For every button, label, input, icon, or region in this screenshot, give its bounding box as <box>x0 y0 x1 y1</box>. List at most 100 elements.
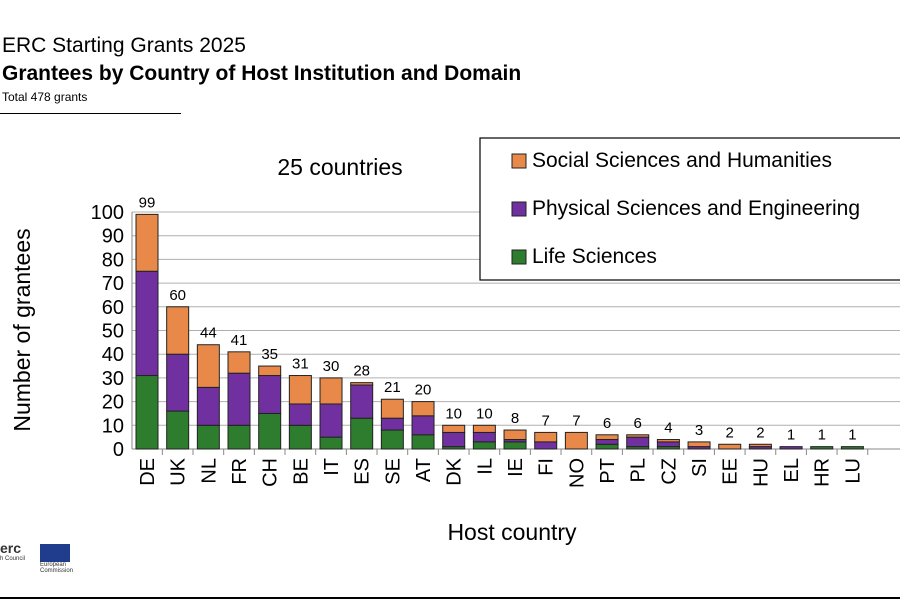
data-label: 8 <box>511 410 519 427</box>
legend-swatch <box>511 201 527 217</box>
bar-segment <box>810 446 834 450</box>
data-label: 7 <box>542 412 550 429</box>
bar-segment <box>534 441 558 450</box>
bar-segment <box>503 441 527 450</box>
legend-swatch <box>511 153 527 169</box>
bar-segment <box>288 424 312 450</box>
data-label: 10 <box>445 405 462 422</box>
bar-segment <box>411 401 435 417</box>
x-tick-label: NL <box>198 458 220 484</box>
y-tick-label: 40 <box>102 344 124 366</box>
y-tick-label: 30 <box>102 368 124 390</box>
x-tick-label: CZ <box>658 458 680 485</box>
x-tick-label: SE <box>382 458 404 485</box>
bar-segment <box>135 270 159 377</box>
bar-segment <box>503 429 527 441</box>
data-label: 2 <box>726 424 734 441</box>
bar-segment <box>288 403 312 426</box>
data-label: 28 <box>353 363 370 380</box>
ec-logo: European Commission <box>32 544 98 574</box>
bar-segment <box>380 417 404 431</box>
bar-segment <box>196 344 220 388</box>
bar-segment <box>166 353 190 412</box>
bar-segment <box>564 431 588 450</box>
bar-segment <box>595 434 619 441</box>
x-tick-label: PT <box>597 458 619 484</box>
x-tick-label: AT <box>413 458 435 482</box>
data-label: 31 <box>292 356 309 373</box>
y-tick-label: 0 <box>113 439 124 461</box>
x-tick-label: FR <box>229 458 251 485</box>
data-label: 1 <box>787 427 795 444</box>
eu-flag-icon <box>40 544 70 562</box>
data-label: 99 <box>139 194 156 211</box>
bar-segment <box>748 443 772 448</box>
footer-rule <box>0 597 900 599</box>
x-tick-label: IE <box>505 458 527 477</box>
bar-segment <box>442 431 466 448</box>
y-tick-label: 90 <box>102 226 124 248</box>
bar-segment <box>380 429 404 450</box>
legend-label: Social Sciences and Humanities <box>532 149 832 172</box>
bar-segment <box>442 424 466 433</box>
bar-segment <box>135 213 159 272</box>
data-label: 10 <box>476 405 493 422</box>
bar-segment <box>472 424 496 433</box>
bar-segment <box>350 382 374 386</box>
x-axis-title: Host country <box>447 519 577 545</box>
bar-segment <box>258 375 282 414</box>
x-tick-label: PL <box>628 458 650 482</box>
data-label: 60 <box>169 287 186 304</box>
y-tick-label: 80 <box>102 249 124 271</box>
bar-segment <box>166 306 190 355</box>
bar-segment <box>656 439 680 443</box>
bar-segment <box>626 434 650 438</box>
legend-box <box>479 137 900 281</box>
annotation: 25 countries <box>277 154 402 180</box>
bar-segment <box>626 436 650 448</box>
bar-segment <box>227 372 251 426</box>
y-tick-label: 20 <box>102 392 124 414</box>
x-tick-label: FI <box>536 458 558 476</box>
data-label: 44 <box>200 325 217 342</box>
bar-segment <box>196 424 220 450</box>
y-tick-label: 50 <box>102 321 124 343</box>
y-tick-label: 100 <box>91 202 124 224</box>
y-tick-label: 10 <box>102 415 124 437</box>
data-label: 1 <box>818 427 826 444</box>
x-tick-label: UK <box>168 457 190 485</box>
bar-segment <box>840 446 864 450</box>
bar-segment <box>288 375 312 405</box>
erc-logo: erc h Council <box>0 540 26 562</box>
data-label: 41 <box>231 332 248 349</box>
x-tick-label: HU <box>750 458 772 487</box>
x-tick-label: EE <box>720 458 742 485</box>
bar-segment <box>411 415 435 436</box>
subtitle: Total 478 grants <box>2 90 88 104</box>
data-label: 2 <box>756 424 764 441</box>
bar-segment <box>319 436 343 450</box>
data-label: 21 <box>384 379 401 396</box>
data-label: 30 <box>323 358 340 375</box>
x-tick-label: IL <box>474 458 496 475</box>
legend-swatch <box>511 249 527 265</box>
x-tick-label: NO <box>566 458 588 488</box>
bar-segment <box>656 441 680 448</box>
x-tick-label: HR <box>812 458 834 487</box>
bar-segment <box>258 412 282 450</box>
bar-segment <box>718 443 742 450</box>
bar-segment <box>196 386 220 426</box>
bar-segment <box>595 443 619 450</box>
legend-label: Physical Sciences and Engineering <box>532 197 860 220</box>
bar-segment <box>380 398 404 419</box>
data-label: 7 <box>572 412 580 429</box>
x-tick-label: EL <box>781 458 803 482</box>
title-line1: ERC Starting Grants 2025 <box>2 34 246 57</box>
data-label: 4 <box>664 420 672 437</box>
bar-segment <box>350 384 374 419</box>
bar-segment <box>534 431 558 443</box>
bar-segment <box>258 365 282 377</box>
bar-segment <box>350 417 374 450</box>
x-tick-label: DK <box>444 457 466 485</box>
